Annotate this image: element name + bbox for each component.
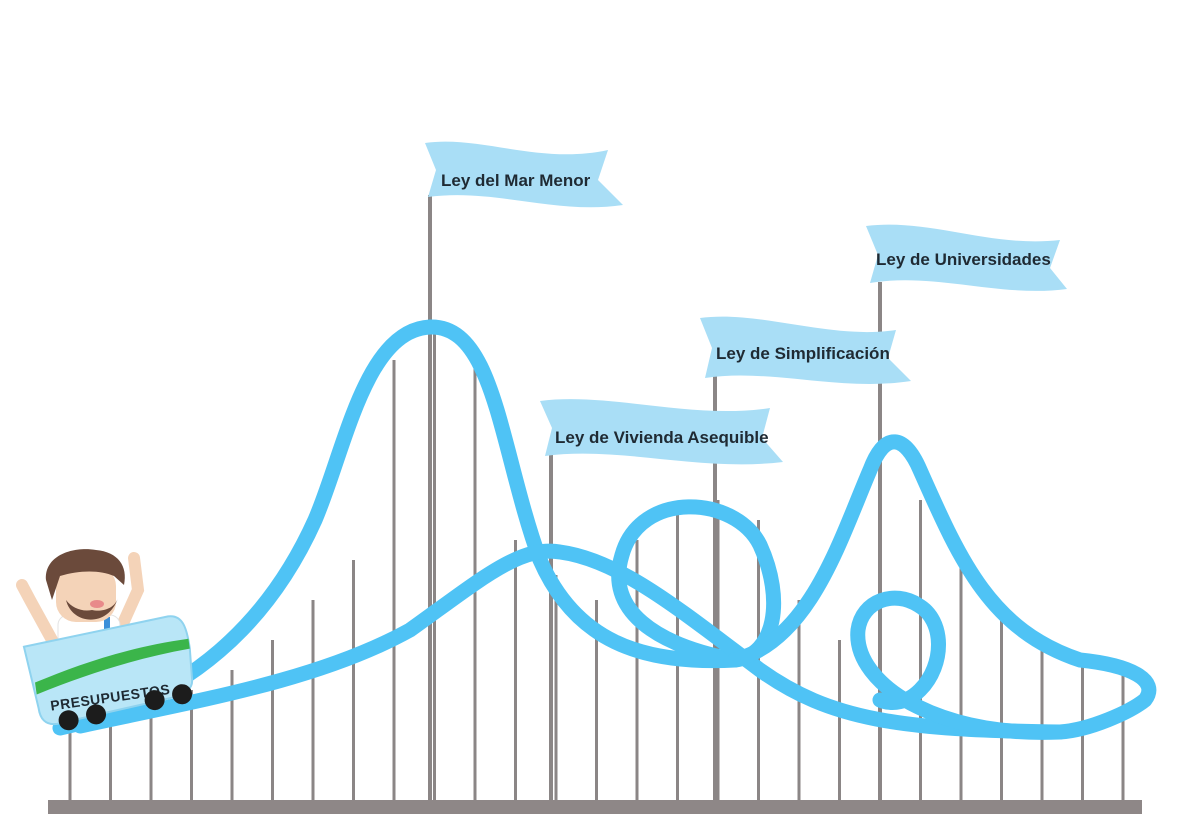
ground-bar: [48, 800, 1142, 814]
cart-wheel: [86, 704, 107, 725]
flag-poles: [428, 195, 882, 800]
track-second-hill: [727, 434, 1157, 740]
character-beard: [66, 598, 118, 620]
flag-universidades: Ley de Universidades: [866, 224, 1067, 291]
track-main-hill: [52, 319, 782, 736]
character-right-arm: [114, 552, 145, 636]
character-hair: [45, 549, 125, 600]
flag-label: Ley de Vivienda Asequible: [555, 428, 769, 447]
cart-wheel: [172, 684, 193, 705]
cart-wheel: [144, 690, 165, 711]
flag-label: Ley de Universidades: [876, 250, 1051, 269]
coaster-track: [52, 319, 1157, 740]
flag-label: Ley del Mar Menor: [441, 171, 591, 190]
flag-simplificacion: Ley de Simplificación: [700, 316, 911, 384]
cart-wheel: [58, 710, 79, 731]
flag-shape: [540, 399, 783, 465]
track-lower-curve: [72, 543, 1068, 740]
flag-shape: [866, 224, 1067, 291]
flag-shape: [700, 316, 911, 384]
character-left-arm: [16, 579, 58, 646]
cart-stripe: [35, 638, 190, 695]
cart: PRESUPUESTOS: [22, 615, 194, 731]
flag-mar-menor: Ley del Mar Menor: [425, 141, 623, 208]
flag-vivienda: Ley de Vivienda Asequible: [540, 399, 783, 465]
flag-shape: [425, 141, 623, 208]
character-mouth: [90, 600, 104, 608]
flag-label: Ley de Simplificación: [716, 344, 890, 363]
